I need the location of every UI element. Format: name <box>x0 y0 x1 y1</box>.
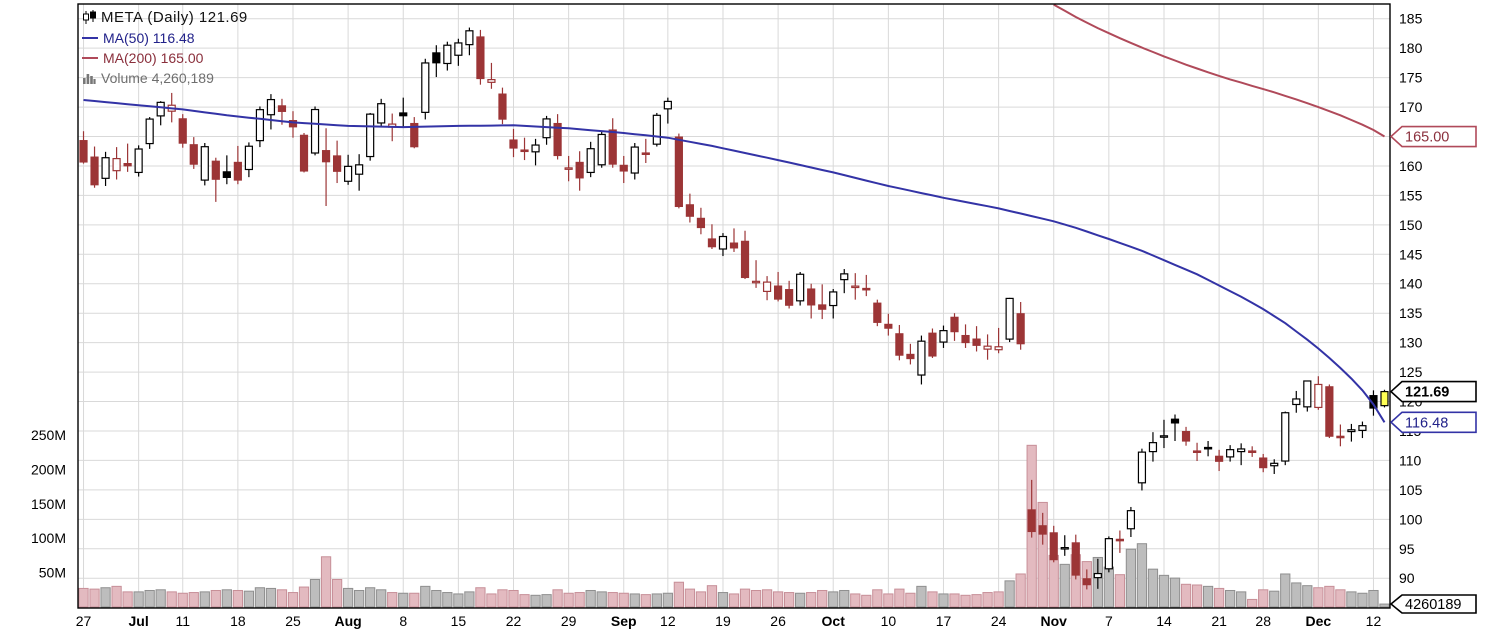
ma200-line-icon <box>82 56 98 59</box>
svg-text:Aug: Aug <box>335 613 362 629</box>
svg-text:145: 145 <box>1399 246 1423 262</box>
svg-text:Jul: Jul <box>129 613 149 629</box>
svg-text:15: 15 <box>451 613 467 629</box>
legend-ma50-row: MA(50) 116.48 <box>82 28 248 47</box>
svg-text:185: 185 <box>1399 11 1423 27</box>
legend-volume-row: Volume 4,260,189 <box>82 68 248 87</box>
svg-text:121.69: 121.69 <box>1405 385 1449 401</box>
svg-text:Sep: Sep <box>611 613 637 629</box>
svg-text:175: 175 <box>1399 70 1423 86</box>
ma50-label: MA(50) 116.48 <box>103 29 195 46</box>
svg-text:50M: 50M <box>39 565 66 581</box>
svg-text:18: 18 <box>230 613 246 629</box>
svg-text:21: 21 <box>1211 613 1227 629</box>
svg-text:14: 14 <box>1156 613 1172 629</box>
svg-text:170: 170 <box>1399 99 1423 115</box>
svg-text:116.48: 116.48 <box>1405 415 1448 431</box>
svg-text:25: 25 <box>285 613 301 629</box>
svg-text:17: 17 <box>936 613 952 629</box>
svg-text:110: 110 <box>1399 452 1422 468</box>
ma200-label: MA(200) 165.00 <box>103 49 204 66</box>
svg-text:150: 150 <box>1399 217 1423 233</box>
svg-text:29: 29 <box>561 613 577 629</box>
svg-text:125: 125 <box>1399 364 1423 380</box>
volume-bars-icon <box>83 73 96 84</box>
svg-text:155: 155 <box>1399 187 1423 203</box>
svg-text:150M: 150M <box>31 496 66 512</box>
svg-text:4260189: 4260189 <box>1405 597 1461 613</box>
svg-text:Nov: Nov <box>1041 613 1068 629</box>
svg-text:11: 11 <box>175 613 190 629</box>
candlestick-icon <box>83 10 96 24</box>
svg-text:130: 130 <box>1399 335 1423 351</box>
svg-text:Dec: Dec <box>1305 613 1331 629</box>
svg-text:250M: 250M <box>31 427 66 443</box>
svg-text:22: 22 <box>506 613 522 629</box>
svg-text:12: 12 <box>660 613 676 629</box>
legend-ma200-row: MA(200) 165.00 <box>82 48 248 67</box>
svg-text:95: 95 <box>1399 541 1415 557</box>
svg-text:27: 27 <box>76 613 92 629</box>
svg-text:26: 26 <box>770 613 786 629</box>
svg-text:Oct: Oct <box>822 613 846 629</box>
legend-symbol-row: META (Daily) 121.69 <box>82 8 248 27</box>
svg-text:100M: 100M <box>31 530 66 546</box>
svg-text:90: 90 <box>1399 570 1415 586</box>
svg-text:24: 24 <box>991 613 1007 629</box>
chart-legend: META (Daily) 121.69 MA(50) 116.48 MA(200… <box>82 8 248 87</box>
svg-text:180: 180 <box>1399 40 1423 56</box>
svg-text:28: 28 <box>1255 613 1271 629</box>
svg-text:8: 8 <box>399 613 407 629</box>
svg-text:19: 19 <box>715 613 731 629</box>
symbol-title: META (Daily) 121.69 <box>101 9 248 26</box>
svg-text:140: 140 <box>1399 276 1423 292</box>
svg-text:7: 7 <box>1105 613 1113 629</box>
svg-text:12: 12 <box>1366 613 1382 629</box>
svg-text:100: 100 <box>1399 511 1423 527</box>
svg-text:135: 135 <box>1399 305 1423 321</box>
svg-text:200M: 200M <box>31 461 66 477</box>
svg-text:165.00: 165.00 <box>1405 130 1449 146</box>
svg-text:105: 105 <box>1399 482 1423 498</box>
svg-text:160: 160 <box>1399 158 1423 174</box>
svg-text:10: 10 <box>881 613 897 629</box>
volume-label: Volume 4,260,189 <box>101 69 214 86</box>
ma50-line-icon <box>82 36 98 39</box>
